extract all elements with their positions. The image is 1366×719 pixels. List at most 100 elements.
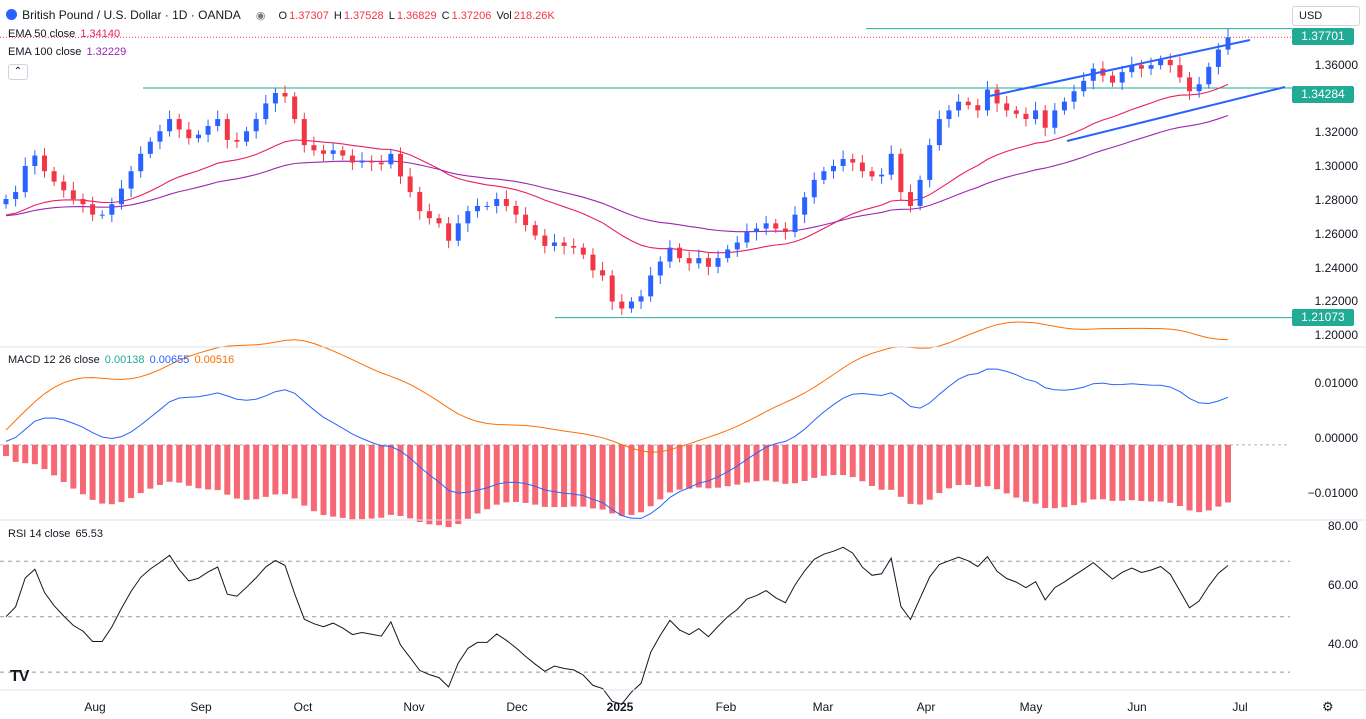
candle-body xyxy=(253,119,259,132)
macd-histogram-bar xyxy=(22,444,29,464)
macd-histogram-bar xyxy=(262,444,269,497)
x-tick: Dec xyxy=(506,700,528,714)
price-tag-2: 1.34284 xyxy=(1292,86,1354,103)
chevron-up-icon[interactable]: ⌃ xyxy=(8,64,28,80)
macd-histogram-bar xyxy=(676,444,683,490)
candle-body xyxy=(90,204,96,215)
x-tick: Feb xyxy=(715,700,737,714)
ascending-channel xyxy=(984,39,1286,142)
macd-legend[interactable]: MACD 12 26 close 0.00138 0.00655 0.00516 xyxy=(8,354,236,366)
currency-label: USD xyxy=(1299,10,1323,22)
macd-histogram-bar xyxy=(397,444,404,516)
price-tick: 1.28000 xyxy=(1314,193,1358,207)
macd-histogram-bar xyxy=(310,444,317,512)
candle-body xyxy=(725,249,731,259)
macd-histogram-bar xyxy=(1167,444,1174,503)
macd-histogram-bar xyxy=(907,444,914,504)
macd-histogram-bar xyxy=(580,444,587,507)
hist-value: 0.00516 xyxy=(194,354,235,366)
price-tick: 1.24000 xyxy=(1314,261,1358,275)
candle-body xyxy=(705,258,711,267)
currency-selector[interactable]: USD xyxy=(1292,6,1360,26)
x-tick: Aug xyxy=(84,700,106,714)
candle-body xyxy=(465,211,471,224)
macd-histogram-bar xyxy=(984,444,991,487)
ema50-legend[interactable]: EMA 50 close 1.34140 xyxy=(8,28,122,40)
macd-histogram-bar xyxy=(445,444,452,528)
candle-body xyxy=(359,160,365,163)
candle-body xyxy=(619,301,625,309)
macd-histogram-bar xyxy=(464,444,471,519)
candle-body xyxy=(1013,110,1019,114)
macd-histogram-bar xyxy=(1215,444,1222,507)
candle-body xyxy=(272,92,278,104)
macd-histogram-bar xyxy=(31,444,38,465)
ema100-line xyxy=(5,114,1229,233)
candle-body xyxy=(436,218,442,224)
macd-histogram-bar xyxy=(820,444,827,476)
candle-body xyxy=(446,223,452,241)
eye-icon[interactable]: ◉ xyxy=(255,10,266,22)
candle-body xyxy=(282,92,288,97)
candle-body xyxy=(532,225,538,236)
candle-body xyxy=(580,247,586,255)
candle-body xyxy=(234,139,240,142)
candle-body xyxy=(879,174,885,177)
x-tick-year: 2025 xyxy=(606,700,634,714)
macd-histogram-bar xyxy=(12,444,19,462)
candle-body xyxy=(426,211,432,219)
candle-body xyxy=(609,275,615,302)
macd-histogram-bar xyxy=(888,444,895,490)
price-tick: 1.22000 xyxy=(1314,294,1358,308)
macd-histogram-bar xyxy=(859,444,866,482)
candle-body xyxy=(99,214,105,216)
macd-histogram-bar xyxy=(349,444,356,520)
macd-histogram-bar xyxy=(1013,444,1020,498)
price-tick: 1.26000 xyxy=(1314,227,1358,241)
macd-histogram-bar xyxy=(1157,444,1164,502)
candle-body xyxy=(224,119,230,140)
macd-histogram-bar xyxy=(147,444,154,489)
candle-body xyxy=(292,96,298,120)
macd-histogram-bar xyxy=(965,444,972,485)
macd-histogram-bar xyxy=(320,444,327,516)
macd-histogram-bar xyxy=(282,444,289,495)
macd-histogram-bar xyxy=(994,444,1001,490)
candle-body xyxy=(1119,72,1125,83)
x-tick: Mar xyxy=(812,700,834,714)
macd-histogram-bar xyxy=(118,444,125,503)
candle-body xyxy=(773,223,779,229)
candle-body xyxy=(340,150,346,156)
macd-histogram-bar xyxy=(1196,444,1203,513)
macd-histogram-bar xyxy=(359,444,366,520)
candle-body xyxy=(821,171,827,180)
macd-histogram-bar xyxy=(647,444,654,507)
x-tick: Oct xyxy=(293,700,313,714)
ema50-label: EMA 50 close xyxy=(8,28,76,40)
macd-histogram-bar xyxy=(1080,444,1087,503)
candle-body xyxy=(898,153,904,193)
candle-body xyxy=(1033,110,1039,120)
macd-histogram-bar xyxy=(51,444,58,476)
high-value: 1.37528 xyxy=(343,10,384,22)
candle-body xyxy=(782,228,788,233)
settings-gear-icon[interactable]: ⚙ xyxy=(1322,699,1334,714)
tradingview-logo[interactable]: TV xyxy=(10,668,29,685)
candle-body xyxy=(965,101,971,106)
macd-histogram-bar xyxy=(503,444,510,503)
macd-histogram-bar xyxy=(628,444,635,515)
macd-histogram-bar xyxy=(368,444,375,519)
symbol-title[interactable]: British Pound / U.S. Dollar · 1D · OANDA xyxy=(22,8,241,22)
candle-body xyxy=(956,101,962,111)
macd-histogram-bar xyxy=(849,444,856,478)
candle-body xyxy=(22,165,28,193)
x-tick: Nov xyxy=(403,700,425,714)
price-tag-1: 1.37701 xyxy=(1292,28,1354,45)
candle-body xyxy=(542,235,548,246)
candlesticks xyxy=(3,28,1231,315)
ema100-legend[interactable]: EMA 100 close 1.32229 xyxy=(8,46,128,58)
macd-histogram-bar xyxy=(378,444,385,518)
channel-upper xyxy=(984,39,1251,98)
rsi-legend[interactable]: RSI 14 close 65.53 xyxy=(8,528,105,540)
